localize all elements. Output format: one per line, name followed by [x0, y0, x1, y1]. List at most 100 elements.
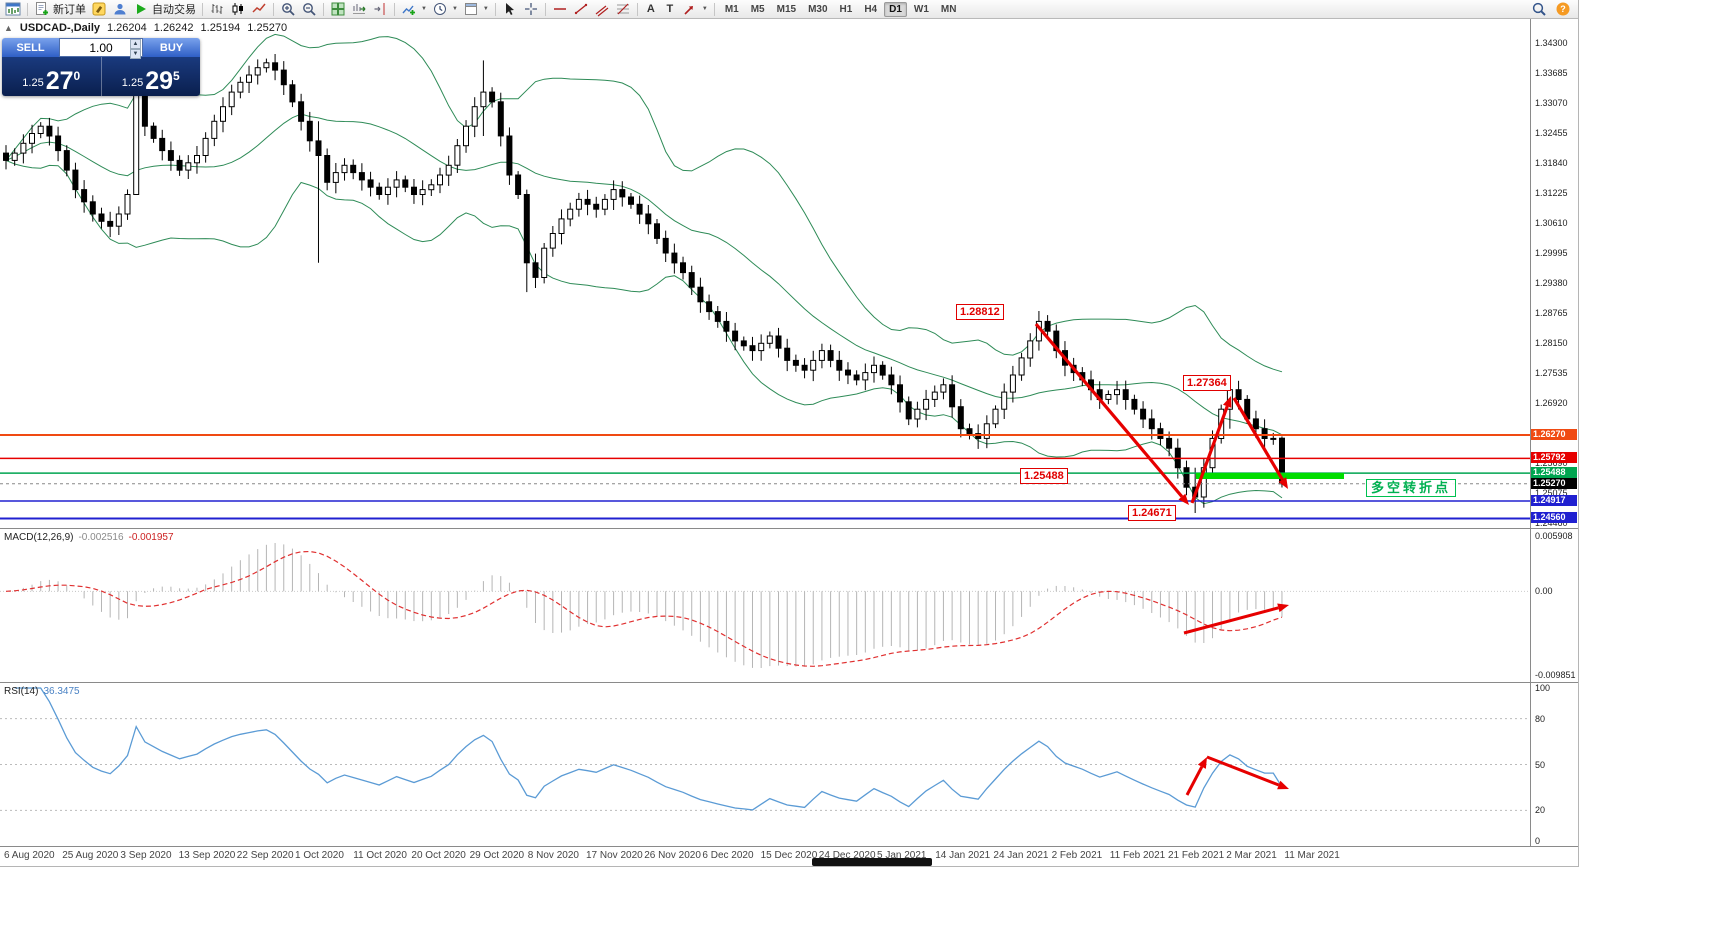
volume-spinner[interactable]: ▲ ▼	[130, 39, 141, 59]
ask-price-sup: 5	[173, 69, 180, 83]
buy-button[interactable]: BUY	[143, 38, 200, 57]
rsi-value: 36.3475	[43, 686, 80, 697]
autotrading-button[interactable]: 自动交易	[131, 1, 198, 18]
panel-divider	[0, 846, 1578, 847]
zoom-in-icon	[280, 1, 296, 17]
community-icon	[112, 1, 128, 17]
ohlc-close: 1.25270	[247, 22, 288, 34]
help-button[interactable]: ?	[1553, 1, 1573, 18]
price-level-label: 1.26270	[1531, 429, 1577, 441]
channel-button[interactable]	[592, 1, 612, 18]
date-label: 11 Oct 2020	[353, 850, 407, 861]
date-label: 26 Nov 2020	[644, 850, 701, 861]
toolbar-separator	[202, 2, 203, 16]
buy-price-button[interactable]: 1.25 29 5	[102, 57, 201, 96]
volume-up-icon[interactable]: ▲	[130, 39, 141, 49]
text-tool-button[interactable]: A	[642, 1, 660, 18]
bid-price-big: 27	[45, 67, 74, 95]
candlestick-chart-button[interactable]	[228, 1, 248, 18]
panel-divider[interactable]	[0, 528, 1578, 529]
community-button[interactable]	[110, 1, 130, 18]
line-chart-button[interactable]	[249, 1, 269, 18]
toolbar-separator	[713, 2, 715, 16]
crosshair-button[interactable]	[521, 1, 541, 18]
timeframe-mn[interactable]: MN	[940, 3, 957, 15]
sell-price-button[interactable]: 1.25 27 0	[2, 57, 102, 96]
date-label: 24 Dec 2020	[818, 850, 876, 861]
zoom-in-button[interactable]	[278, 1, 298, 18]
ohlc-low: 1.25194	[200, 22, 241, 34]
macd-name: MACD(12,26,9)	[4, 532, 74, 543]
search-button[interactable]	[1529, 1, 1549, 18]
arrows-tool-icon	[682, 1, 698, 17]
date-label: 2 Feb 2021	[1051, 850, 1103, 861]
arrows-tool-button[interactable]: ▼	[680, 1, 710, 18]
chart-shift-button[interactable]	[370, 1, 390, 18]
price-level-label: 1.24560	[1531, 512, 1577, 524]
new-order-button[interactable]: 新订单	[32, 1, 88, 18]
toolbar-separator	[27, 2, 28, 16]
macd-axis: 0.005908 0.00 -0.009851	[1530, 529, 1578, 682]
indicators-icon	[401, 1, 417, 17]
rsi-axis-tick: 0	[1535, 836, 1541, 846]
macd-axis-min: -0.009851	[1535, 670, 1576, 680]
toolbar-right-group: ?	[1529, 1, 1575, 18]
label-tool-button[interactable]: T	[661, 1, 679, 18]
rsi-axis-tick: 100	[1535, 683, 1551, 693]
timeframe-w1[interactable]: W1	[913, 3, 929, 15]
timeframe-h1[interactable]: H1	[839, 3, 853, 15]
panel-divider[interactable]	[0, 682, 1578, 683]
price-level-label: 1.25488	[1531, 467, 1577, 479]
periods-button[interactable]: ▼	[430, 1, 460, 18]
chart-symbol-period: USDCAD-,Daily	[19, 22, 100, 34]
sell-button[interactable]: SELL	[2, 38, 59, 57]
indicators-button[interactable]: ▼	[399, 1, 429, 18]
toolbar-separator	[636, 2, 638, 16]
equidistant-channel-icon	[594, 1, 610, 17]
dropdown-caret-icon: ▼	[451, 6, 458, 12]
rsi-axis-tick: 50	[1535, 759, 1546, 770]
text-tool-icon: A	[646, 3, 655, 15]
macd-value-main: -0.002516	[78, 532, 124, 543]
main-chart-canvas[interactable]	[0, 19, 1530, 528]
trendline-button[interactable]	[571, 1, 591, 18]
date-label: 22 Sep 2020	[236, 850, 294, 861]
volume-down-icon[interactable]: ▼	[130, 49, 141, 59]
tile-windows-button[interactable]	[328, 1, 348, 18]
horizontal-line-button[interactable]	[550, 1, 570, 18]
bar-chart-button[interactable]	[207, 1, 227, 18]
templates-button[interactable]: ▼	[461, 1, 491, 18]
zoom-out-button[interactable]	[299, 1, 319, 18]
auto-scroll-button[interactable]	[349, 1, 369, 18]
metaeditor-button[interactable]	[89, 1, 109, 18]
label-tool-icon: T	[666, 3, 674, 15]
timeframe-m1[interactable]: M1	[724, 3, 739, 15]
autotrading-play-icon	[133, 1, 149, 17]
crosshair-icon	[523, 1, 539, 17]
price-axis-tick: 1.27535	[1535, 368, 1568, 379]
rsi-canvas[interactable]	[0, 683, 1530, 846]
date-label: 24 Jan 2021	[993, 850, 1049, 861]
rsi-label: RSI(14) 36.3475	[4, 686, 80, 697]
dropdown-caret-icon: ▼	[701, 6, 708, 12]
one-click-trading-panel: SELL 1.00 ▲ ▼ BUY 1.25 27 0 1.25 29 5	[2, 38, 200, 96]
volume-input[interactable]: 1.00 ▲ ▼	[59, 38, 143, 59]
timeframe-m30[interactable]: M30	[808, 3, 828, 15]
price-axis-tick: 1.30610	[1535, 218, 1568, 229]
timeframe-d1[interactable]: D1	[884, 1, 907, 17]
periods-clock-icon	[432, 1, 448, 17]
timeframe-m5[interactable]: M5	[750, 3, 765, 15]
timeframe-h4[interactable]: H4	[864, 3, 878, 15]
tile-windows-icon	[330, 1, 346, 17]
macd-canvas[interactable]	[0, 529, 1530, 682]
chart-window-icon	[5, 1, 21, 17]
new-chart-button[interactable]	[3, 1, 23, 18]
fibonacci-button[interactable]	[613, 1, 633, 18]
macd-label: MACD(12,26,9) -0.002516 -0.001957	[4, 532, 174, 543]
new-order-label: 新订单	[53, 4, 86, 16]
one-click-collapse-arrow[interactable]: ▲	[4, 23, 13, 33]
trendline-icon	[573, 1, 589, 17]
timeframe-m15[interactable]: M15	[776, 3, 797, 15]
cursor-button[interactable]	[500, 1, 520, 18]
